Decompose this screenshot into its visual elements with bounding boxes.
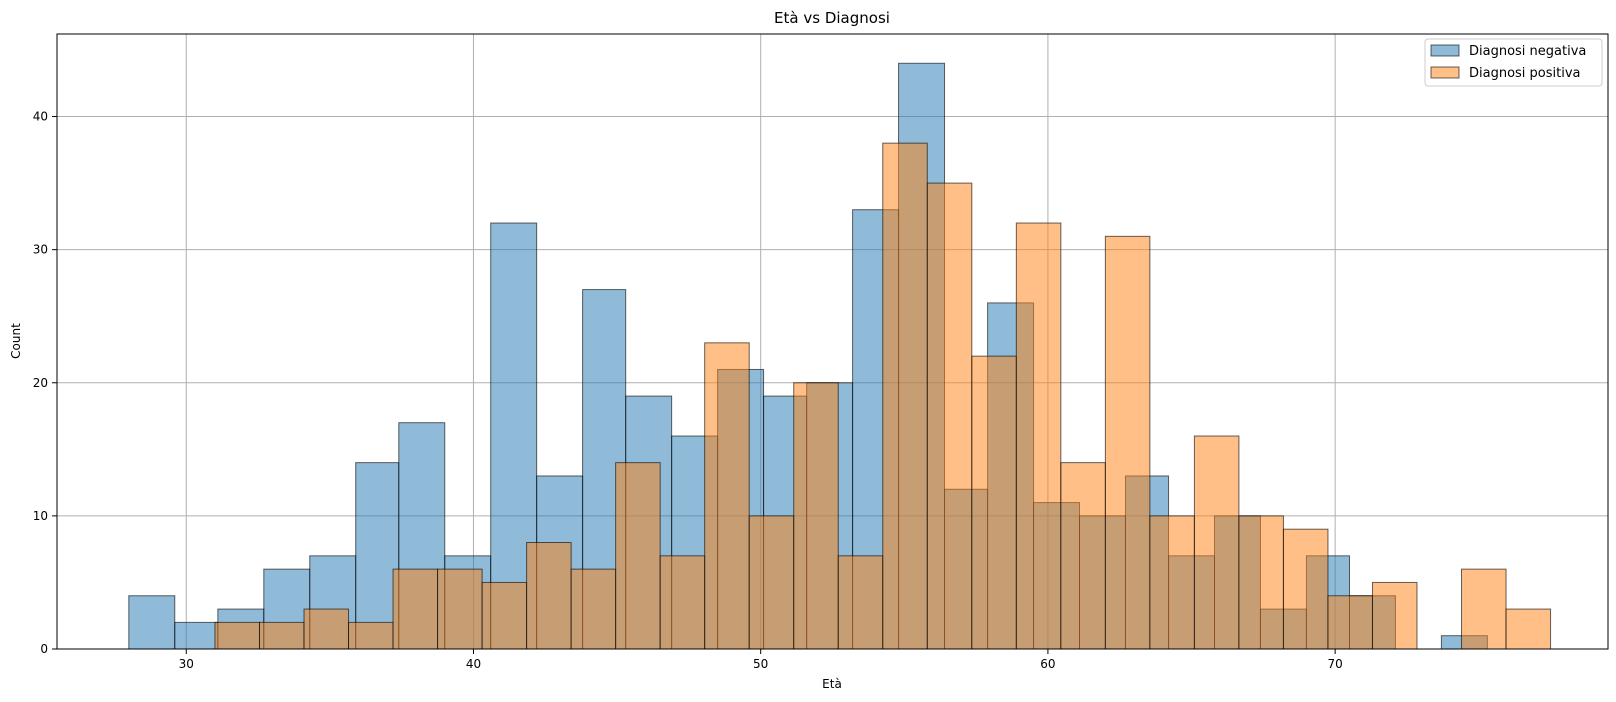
y-axis-title: Count (9, 323, 23, 359)
histogram-bar (971, 355, 1017, 650)
histogram-bar (704, 342, 750, 650)
histogram-bar (1461, 568, 1507, 650)
histogram-bar (1282, 528, 1329, 650)
x-tick-label: 70 (1327, 657, 1342, 671)
histogram-bar (174, 621, 219, 650)
histogram-bar (128, 595, 176, 650)
histogram-bar (1060, 462, 1106, 650)
y-tick-label: 0 (40, 642, 48, 656)
x-tick-label: 30 (179, 657, 194, 671)
legend-label-positiva: Diagnosi positiva (1469, 66, 1581, 81)
histogram-bar (258, 621, 305, 650)
y-tick-label: 10 (33, 509, 48, 523)
histogram-bar (1371, 581, 1418, 650)
series-positiva (214, 142, 1552, 650)
histogram-bar (1015, 222, 1062, 650)
x-tick-label: 50 (753, 657, 768, 671)
axis-ticks: 30 40 50 60 70 0 10 20 30 40 (33, 110, 1343, 671)
y-tick-label: 20 (33, 376, 48, 390)
histogram-bar (1104, 235, 1151, 650)
histogram-bar (355, 462, 400, 650)
histogram-bar (1149, 515, 1195, 650)
histogram-bar (615, 462, 661, 650)
legend-label-negativa: Diagnosi negativa (1469, 44, 1586, 59)
histogram-bar (348, 621, 394, 650)
histogram-bar (837, 555, 884, 650)
legend-swatch-negativa (1430, 44, 1460, 57)
histogram-bar (1193, 435, 1240, 650)
y-tick-label: 40 (33, 110, 48, 124)
legend-box (1424, 38, 1603, 87)
histogram-bar (793, 382, 839, 650)
histogram-bar (303, 608, 350, 650)
legend: Diagnosi negativa Diagnosi positiva (1424, 38, 1603, 87)
chart-title: Età vs Diagnosi (774, 9, 890, 27)
histogram-bar (926, 182, 973, 650)
y-tick-label: 30 (33, 243, 48, 257)
x-axis-title: Età (822, 677, 842, 691)
histogram-bar (526, 542, 572, 650)
histogram-bar (1505, 608, 1552, 650)
histogram-bar (481, 581, 528, 650)
histogram-bar (392, 568, 439, 650)
x-tick-label: 40 (466, 657, 481, 671)
plot-frame (56, 33, 1609, 650)
histogram-bar (1327, 595, 1373, 650)
histogram-bar (570, 568, 617, 650)
histogram-bars (128, 62, 1552, 650)
legend-swatch-positiva (1430, 66, 1460, 79)
x-tick-label: 60 (1040, 657, 1055, 671)
histogram-bar (437, 568, 483, 650)
histogram-bar (748, 515, 795, 650)
histogram-bar (214, 621, 260, 650)
histogram-bar (882, 142, 928, 650)
histogram-bar (1238, 515, 1284, 650)
histogram-bar (659, 555, 706, 650)
